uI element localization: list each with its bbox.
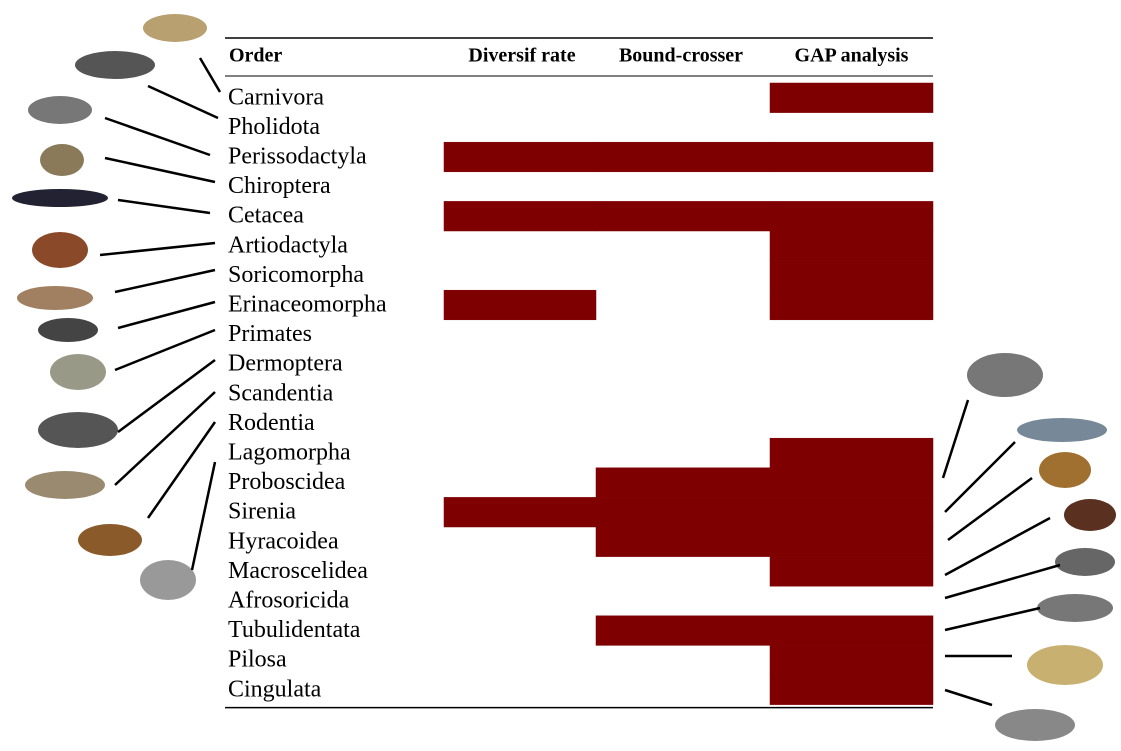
- connector-line: [118, 302, 215, 328]
- connector-line: [192, 462, 215, 570]
- connector-line: [945, 442, 1015, 512]
- figure: Order Diversif rate Bound-crosser GAP analy…: [0, 0, 1121, 751]
- filled-cell: [770, 645, 933, 675]
- connector-line: [200, 58, 220, 92]
- filled-cell: [770, 497, 933, 527]
- animal-icon: [12, 189, 108, 207]
- connector-line: [115, 392, 215, 485]
- animal-icon: [1064, 499, 1116, 531]
- filled-cell: [444, 201, 596, 231]
- connector-line: [943, 400, 968, 478]
- row-label: Perissodactyla: [228, 144, 367, 170]
- filled-cell: [444, 290, 596, 320]
- column-header: Diversif rate: [468, 45, 575, 67]
- row-label: Chiroptera: [228, 173, 331, 199]
- row-label: Scandentia: [228, 380, 334, 406]
- animal-illustrations: [12, 14, 1116, 741]
- connector-line: [115, 330, 215, 370]
- animal-icon: [38, 318, 98, 342]
- connector-line: [945, 690, 992, 705]
- connector-line: [118, 200, 210, 213]
- animal-icon: [17, 286, 93, 310]
- connector-line: [100, 243, 215, 255]
- animal-icon: [25, 471, 105, 499]
- filled-cell: [596, 616, 770, 646]
- row-label: Tubulidentata: [228, 617, 361, 643]
- animal-icon: [40, 144, 84, 176]
- filled-cell: [444, 142, 596, 172]
- row-label: Cingulata: [228, 676, 322, 702]
- row-label: Dermoptera: [228, 351, 343, 377]
- animal-icon: [1039, 452, 1091, 488]
- filled-cell: [770, 83, 933, 113]
- filled-cell: [444, 497, 596, 527]
- animal-icon: [28, 96, 92, 124]
- filled-cell: [770, 201, 933, 231]
- connector-line: [115, 270, 215, 292]
- row-label: Carnivora: [228, 84, 324, 110]
- row-label: Hyracoidea: [228, 528, 339, 554]
- filled-cell: [596, 142, 770, 172]
- connector-line: [105, 158, 215, 182]
- connector-line: [148, 86, 218, 118]
- filled-cell: [596, 468, 770, 498]
- connector-line: [118, 360, 215, 432]
- column-header: GAP analysis: [795, 45, 909, 67]
- row-label: Artiodactyla: [228, 232, 348, 258]
- column-header: Bound-crosser: [619, 45, 743, 67]
- filled-cell: [770, 527, 933, 557]
- filled-cell: [770, 557, 933, 587]
- animal-icon: [32, 232, 88, 268]
- column-header: Order: [229, 45, 282, 67]
- animal-icon: [140, 560, 196, 600]
- animal-icon: [78, 524, 142, 556]
- filled-cell: [770, 261, 933, 291]
- row-label: Pholidota: [228, 114, 320, 140]
- filled-cell: [770, 468, 933, 498]
- row-label: Cetacea: [228, 203, 304, 229]
- connector-line: [948, 478, 1032, 540]
- filled-cell: [596, 201, 770, 231]
- animal-icon: [967, 353, 1043, 397]
- row-label: Sirenia: [228, 499, 296, 525]
- filled-cell: [596, 497, 770, 527]
- animal-icon: [1027, 645, 1103, 685]
- row-label: Proboscidea: [228, 469, 346, 495]
- animal-icon: [50, 354, 106, 390]
- animal-icon: [75, 51, 155, 79]
- filled-cell: [596, 527, 770, 557]
- row-label: Afrosoricida: [228, 588, 350, 614]
- filled-cell: [770, 290, 933, 320]
- row-label: Lagomorpha: [228, 440, 351, 466]
- connector-line: [945, 518, 1050, 575]
- animal-icon: [38, 412, 118, 448]
- connector-line: [105, 118, 210, 155]
- row-label: Erinaceomorpha: [228, 292, 387, 318]
- row-label: Rodentia: [228, 410, 315, 436]
- animal-icon: [995, 709, 1075, 741]
- filled-cell: [770, 231, 933, 261]
- connector-line: [945, 565, 1060, 598]
- row-label: Primates: [228, 321, 312, 347]
- connector-line: [945, 608, 1040, 630]
- table: Order Diversif rate Bound-crosser GAP analy…: [225, 38, 933, 708]
- filled-cell: [770, 438, 933, 468]
- row-label: Pilosa: [228, 647, 287, 673]
- animal-icon: [1037, 594, 1113, 622]
- row-label: Soricomorpha: [228, 262, 364, 288]
- row-label: Macroscelidea: [228, 558, 368, 584]
- filled-cell: [770, 616, 933, 646]
- animal-icon: [1055, 548, 1115, 576]
- filled-cell: [770, 675, 933, 705]
- filled-cell: [770, 142, 933, 172]
- animal-icon: [1017, 418, 1107, 442]
- animal-icon: [143, 14, 207, 42]
